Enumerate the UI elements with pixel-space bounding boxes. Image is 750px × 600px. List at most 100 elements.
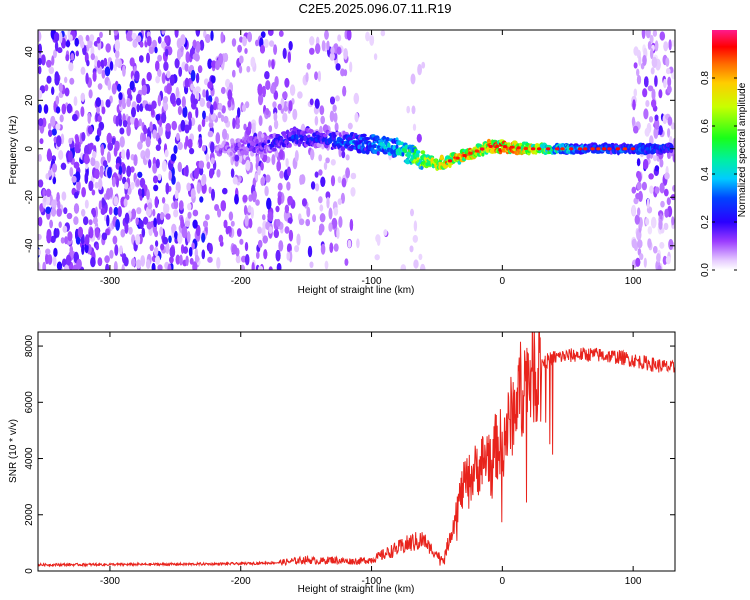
spectrogram-cell (84, 144, 89, 157)
spectrogram-cell (307, 245, 313, 258)
spectrogram-cell (73, 216, 79, 225)
spectrogram-cell (264, 185, 269, 197)
spectrogram-cell (638, 55, 642, 66)
spectrogram-cell (163, 102, 169, 112)
spectrogram-cell (314, 98, 320, 109)
spectrogram-cell (650, 48, 654, 60)
spectrogram-cell (268, 30, 274, 36)
spectrogram-cell (120, 229, 126, 238)
signal-peak (455, 156, 460, 160)
spectrogram-cell (242, 194, 248, 203)
spectrogram-cell (250, 207, 254, 219)
spectrogram-cell (244, 241, 249, 252)
page-title: C2E5.2025.096.07.11.R19 (298, 1, 452, 16)
spectrogram-cell (633, 88, 637, 97)
spectrogram-cell (653, 155, 657, 162)
spectrogram-cell (165, 182, 170, 195)
spectrogram-cell (336, 227, 340, 239)
spectrogram-cell (223, 219, 228, 229)
spectrogram-cell (319, 105, 325, 116)
spectrogram-cell (254, 172, 259, 181)
spectrogram-cell (334, 122, 339, 132)
spectrogram-cell (185, 165, 189, 177)
spectrogram-cell (45, 194, 51, 206)
signal-cell (234, 146, 240, 151)
spectrogram-cell (146, 259, 151, 269)
spectrogram-cell (647, 226, 653, 235)
spectrogram-cell (152, 208, 156, 217)
spectrogram-cell (654, 114, 659, 122)
spectrogram-cell (171, 223, 177, 234)
spectrogram-cell (218, 234, 224, 243)
spectrogram-cell (285, 158, 289, 168)
spectrogram-cell (104, 66, 111, 77)
spectrogram-cell (111, 83, 117, 95)
spectrogram-cell (169, 246, 176, 258)
spectrogram-cell (99, 167, 104, 179)
spectrogram-cell (132, 39, 138, 48)
spectrogram-cell (288, 229, 294, 242)
spectrogram-cell (177, 48, 182, 61)
signal-peak (495, 144, 500, 148)
spectrogram-cell (649, 34, 654, 44)
spectrogram-cell (657, 265, 662, 270)
spectrogram-cell (187, 211, 192, 219)
spectrogram-cell (306, 206, 311, 218)
spectrogram-cell (345, 167, 350, 179)
spectrogram-cell (152, 163, 158, 174)
spectrogram-cell (653, 126, 659, 139)
spectrogram-cell (60, 162, 67, 170)
spectrogram-cell (644, 127, 650, 137)
spectrogram-cell (114, 39, 121, 52)
spectrogram-cell (245, 159, 251, 172)
spectrogram-cell (115, 115, 120, 127)
spectrogram-cell (294, 150, 299, 162)
signal-cell (222, 140, 226, 145)
spectrogram-cell (245, 101, 250, 109)
spectrogram-cell (164, 149, 169, 158)
spectrogram-cell (335, 95, 340, 102)
spectrogram-cell (38, 66, 42, 75)
spectrogram-cell (128, 226, 133, 235)
spectrogram-cell (106, 151, 111, 163)
spectrogram-cell (309, 36, 315, 46)
spectrogram-cell (38, 234, 42, 241)
spectrogram-cell (232, 176, 238, 185)
spectrogram-cell (340, 68, 345, 77)
spectrogram-cell (273, 90, 279, 100)
y-tick-label: 0 (24, 568, 35, 574)
spectrogram-cell (193, 98, 198, 105)
spectrogram-cell (137, 141, 143, 150)
spectrogram-cell (129, 80, 135, 91)
spectrogram-cell (44, 84, 49, 92)
spectrogram-cell (268, 59, 272, 68)
spectrogram-cell (412, 235, 418, 243)
signal-cell (440, 155, 444, 160)
spectrogram-cell (631, 116, 636, 127)
spectrogram-cell (341, 177, 347, 188)
spectrogram-cell (278, 30, 284, 37)
spectrogram-cell (92, 208, 96, 218)
spectrogram-cell (227, 100, 232, 108)
signal-peak (502, 145, 508, 149)
spectrogram-cell (277, 182, 283, 191)
spectrogram-cell (650, 67, 655, 75)
spectrogram-cell (318, 196, 323, 204)
colorbar-scale (712, 30, 737, 270)
spectrogram-cell (345, 154, 350, 161)
spectrogram-cell (222, 128, 228, 140)
spectrogram-cell (228, 211, 234, 221)
spectrogram-cell (373, 53, 378, 61)
spectrogram-cell (325, 191, 331, 199)
spectrogram-cell (138, 219, 144, 228)
spectrogram-cell (258, 239, 263, 248)
spectrogram-cell (101, 106, 106, 115)
spectrogram-cell (284, 226, 290, 234)
spectrogram-panel: -300 -200 -100 0 100 40 20 0 -20 -40 Height of s… (8, 29, 676, 296)
spectrogram-cell (644, 76, 649, 88)
spectrogram-cell (257, 83, 263, 96)
spectrogram-cell (418, 253, 423, 261)
spectrogram-cell (158, 137, 162, 145)
spectrogram-cell (205, 153, 209, 162)
snr-frame (37, 331, 676, 572)
